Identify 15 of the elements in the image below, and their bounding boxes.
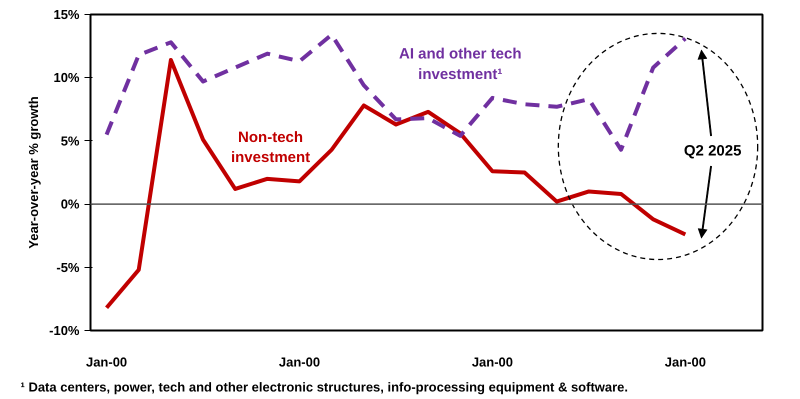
y-tick-label: 5%	[60, 133, 80, 148]
y-tick-label: -5%	[56, 260, 80, 275]
y-axis-title: Year-over-year % growth	[26, 96, 42, 249]
x-tick-label: Jan-00	[472, 354, 514, 370]
x-tick-label: Jan-00	[86, 354, 128, 370]
series-label: AI and other tech investment¹	[399, 46, 522, 83]
y-tick-label: 10%	[53, 70, 80, 86]
y-tick-label: 15%	[53, 7, 80, 22]
x-tick-label: Jan-00	[278, 354, 320, 370]
y-tick-label: -10%	[49, 323, 80, 338]
x-tick-label: Jan-00	[664, 354, 706, 370]
series-label: Non-tech investment	[230, 128, 310, 166]
y-tick-label: 0%	[60, 196, 80, 212]
annotation: Q2 2025	[684, 142, 742, 160]
text: ¹ Data centers, power, tech and other electronic structures, info-processing equipment & software.	[20, 380, 628, 394]
